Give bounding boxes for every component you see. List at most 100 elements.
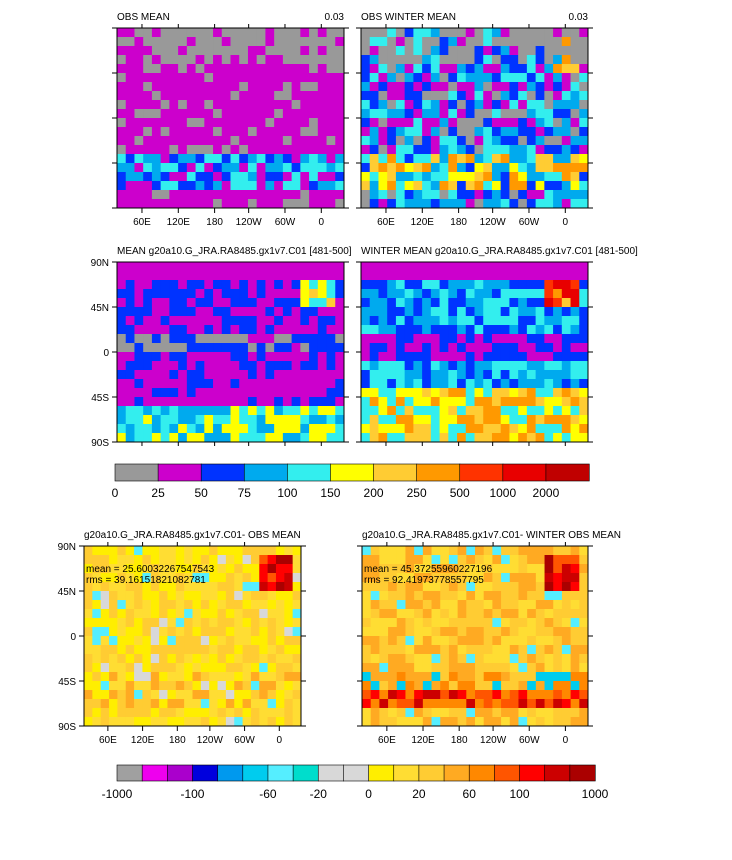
field-cell [561, 591, 572, 601]
field-cell [457, 663, 467, 673]
field-cell [422, 645, 433, 655]
field-cell [475, 627, 485, 637]
field-cell [186, 424, 197, 434]
field-cell [544, 582, 554, 592]
field-cell [151, 64, 162, 74]
colorbar-label: 250 [407, 486, 427, 500]
field-cell [256, 199, 267, 208]
field-cell [195, 190, 205, 200]
field-cell [335, 262, 344, 272]
field-cell [109, 600, 118, 610]
field-cell [413, 190, 423, 200]
field-cell [404, 388, 414, 398]
field-cell [475, 582, 485, 592]
field-cell [134, 388, 144, 398]
field-cell [475, 672, 485, 682]
field-cell [535, 636, 546, 646]
field-cell [234, 672, 244, 682]
field-cell [509, 172, 519, 182]
field-cell [117, 555, 127, 565]
field-cell [117, 361, 127, 371]
field-cell [439, 424, 449, 434]
field-cell [535, 672, 546, 682]
panel-title: g20a10.G_JRA.RA8485.gx1v7.C01- WINTER OB… [362, 530, 621, 541]
field-cell [570, 546, 580, 556]
field-cell [448, 73, 458, 83]
field-cell [475, 681, 485, 691]
field-cell [579, 433, 588, 442]
field-cell [527, 609, 537, 619]
field-cell [267, 564, 277, 574]
field-cell [561, 91, 572, 101]
field-cell [361, 307, 371, 317]
field-cell [230, 163, 240, 173]
field-cell [247, 190, 258, 200]
field-cell [239, 154, 249, 164]
field-cell [125, 298, 136, 308]
field-cell [561, 546, 572, 556]
field-cell [483, 82, 493, 92]
field-cell [378, 379, 388, 389]
field-cell [169, 118, 179, 128]
field-cell [247, 181, 258, 191]
field-cell [291, 82, 301, 92]
field-cell [448, 127, 458, 137]
field-cell [431, 609, 441, 619]
field-cell [151, 46, 162, 56]
field-cell [195, 73, 205, 83]
field-cell [247, 73, 258, 83]
field-cell [518, 352, 528, 362]
field-cell [134, 127, 144, 137]
field-cell [117, 64, 127, 74]
field-cell [221, 334, 232, 344]
field-cell [553, 73, 563, 83]
field-cell [369, 91, 380, 101]
field-cell [483, 73, 493, 83]
field-cell [125, 109, 136, 119]
field-cell [239, 325, 249, 335]
field-cell [500, 298, 511, 308]
field-cell [509, 424, 519, 434]
colorbar-swatch [317, 764, 345, 782]
field-cell [274, 163, 284, 173]
field-cell [282, 352, 293, 362]
field-cell [282, 64, 293, 74]
field-cell [84, 681, 93, 691]
field-cell [291, 73, 301, 83]
field-cell [195, 55, 205, 65]
field-cell [169, 307, 179, 317]
field-cell [561, 73, 572, 83]
field-cell [134, 343, 144, 353]
field-cell [414, 690, 424, 700]
y-tick-label: 45N [91, 303, 109, 314]
field-cell [234, 717, 244, 726]
field-cell [142, 717, 152, 726]
field-cell [230, 298, 240, 308]
field-cell [326, 37, 336, 47]
field-cell [150, 672, 160, 682]
field-cell [239, 433, 249, 442]
field-cell [326, 334, 336, 344]
field-cell [509, 325, 519, 335]
field-cell [125, 690, 135, 700]
field-cell [518, 136, 528, 146]
field-cell [195, 100, 205, 110]
field-cell [509, 690, 520, 700]
field-cell [300, 37, 310, 47]
field-cell [100, 699, 110, 709]
field-cell [466, 573, 476, 583]
field-cell [518, 55, 528, 65]
field-cell [526, 424, 537, 434]
field-cell [143, 415, 153, 425]
field-cell [492, 645, 502, 655]
field-cell [491, 145, 502, 155]
field-cell [439, 271, 449, 281]
field-cell [553, 424, 563, 434]
field-cell [378, 415, 388, 425]
field-cell [466, 591, 476, 601]
field-cell [259, 681, 269, 691]
field-cell [125, 181, 136, 191]
panel-title: MEAN g20a10.G_JRA.RA8485.gx1v7.C01 [481-… [117, 246, 352, 257]
field-cell [361, 397, 371, 407]
field-cell [553, 627, 563, 637]
